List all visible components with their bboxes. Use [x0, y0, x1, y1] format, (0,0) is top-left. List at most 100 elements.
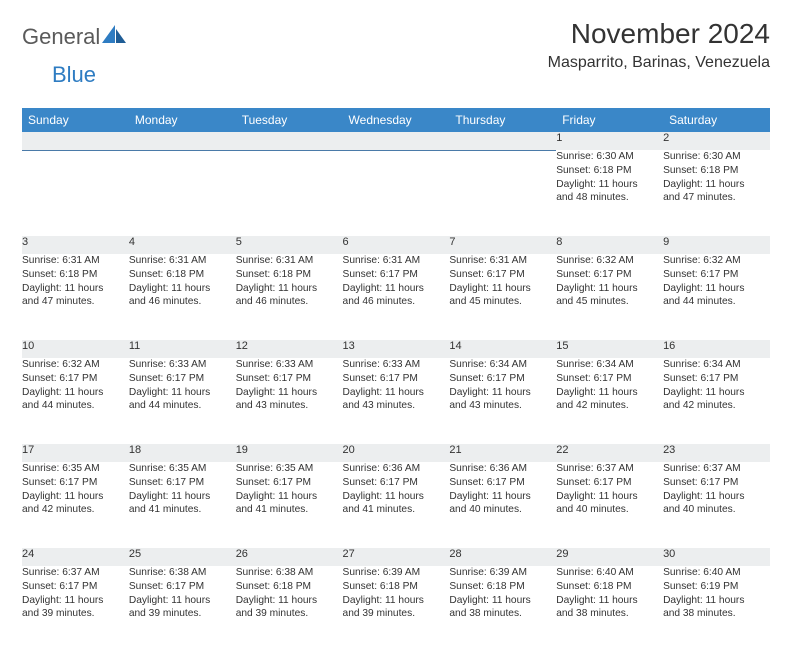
sunrise-text: Sunrise: 6:31 AM: [129, 254, 236, 268]
day-content-cell: Sunrise: 6:37 AMSunset: 6:17 PMDaylight:…: [556, 462, 663, 548]
day-number-cell: 6: [343, 236, 450, 254]
sunrise-text: Sunrise: 6:33 AM: [343, 358, 450, 372]
day-content-cell: Sunrise: 6:38 AMSunset: 6:17 PMDaylight:…: [129, 566, 236, 652]
daylight-text: and 46 minutes.: [236, 295, 343, 309]
sunset-text: Sunset: 6:17 PM: [556, 268, 663, 282]
sunset-text: Sunset: 6:18 PM: [663, 164, 770, 178]
daylight-text: and 44 minutes.: [22, 399, 129, 413]
daylight-text: Daylight: 11 hours: [556, 594, 663, 608]
sunrise-text: Sunrise: 6:31 AM: [343, 254, 450, 268]
daylight-text: and 39 minutes.: [343, 607, 450, 621]
day-number-cell: 11: [129, 340, 236, 358]
daylight-text: and 38 minutes.: [449, 607, 556, 621]
daylight-text: Daylight: 11 hours: [449, 594, 556, 608]
daylight-text: Daylight: 11 hours: [343, 282, 450, 296]
day-number-cell: 9: [663, 236, 770, 254]
daylight-text: Daylight: 11 hours: [129, 594, 236, 608]
day-number-cell: 25: [129, 548, 236, 566]
sunrise-text: Sunrise: 6:39 AM: [449, 566, 556, 580]
sunset-text: Sunset: 6:18 PM: [449, 580, 556, 594]
daylight-text: and 39 minutes.: [129, 607, 236, 621]
daylight-text: and 44 minutes.: [129, 399, 236, 413]
daylight-text: and 47 minutes.: [22, 295, 129, 309]
daylight-text: Daylight: 11 hours: [663, 386, 770, 400]
daylight-text: and 45 minutes.: [556, 295, 663, 309]
day-content-cell: Sunrise: 6:33 AMSunset: 6:17 PMDaylight:…: [343, 358, 450, 444]
day-content-row: Sunrise: 6:35 AMSunset: 6:17 PMDaylight:…: [22, 462, 770, 548]
sunrise-text: Sunrise: 6:40 AM: [663, 566, 770, 580]
day-number-cell: 14: [449, 340, 556, 358]
day-number-row: 24252627282930: [22, 548, 770, 566]
daylight-text: Daylight: 11 hours: [236, 490, 343, 504]
day-number-cell: 3: [22, 236, 129, 254]
day-number-cell: 4: [129, 236, 236, 254]
day-number-cell: 2: [663, 132, 770, 150]
day-content-cell: Sunrise: 6:31 AMSunset: 6:17 PMDaylight:…: [449, 254, 556, 340]
day-content-cell: Sunrise: 6:31 AMSunset: 6:18 PMDaylight:…: [129, 254, 236, 340]
day-header: Wednesday: [343, 108, 450, 132]
day-number-cell: [236, 132, 343, 150]
daylight-text: and 41 minutes.: [236, 503, 343, 517]
sunrise-text: Sunrise: 6:40 AM: [556, 566, 663, 580]
sunset-text: Sunset: 6:17 PM: [663, 372, 770, 386]
daylight-text: Daylight: 11 hours: [556, 282, 663, 296]
day-content-cell: Sunrise: 6:39 AMSunset: 6:18 PMDaylight:…: [343, 566, 450, 652]
daylight-text: and 40 minutes.: [663, 503, 770, 517]
sunset-text: Sunset: 6:17 PM: [343, 268, 450, 282]
sunset-text: Sunset: 6:17 PM: [236, 476, 343, 490]
sunrise-text: Sunrise: 6:33 AM: [236, 358, 343, 372]
sunset-text: Sunset: 6:17 PM: [663, 476, 770, 490]
sunset-text: Sunset: 6:17 PM: [556, 372, 663, 386]
daylight-text: Daylight: 11 hours: [663, 178, 770, 192]
sunset-text: Sunset: 6:17 PM: [22, 580, 129, 594]
day-number-cell: 17: [22, 444, 129, 462]
day-content-row: Sunrise: 6:32 AMSunset: 6:17 PMDaylight:…: [22, 358, 770, 444]
daylight-text: Daylight: 11 hours: [663, 490, 770, 504]
title-block: November 2024 Masparrito, Barinas, Venez…: [548, 18, 770, 72]
daylight-text: and 46 minutes.: [129, 295, 236, 309]
daylight-text: Daylight: 11 hours: [449, 386, 556, 400]
daylight-text: and 38 minutes.: [556, 607, 663, 621]
daylight-text: Daylight: 11 hours: [556, 178, 663, 192]
day-content-cell: Sunrise: 6:31 AMSunset: 6:18 PMDaylight:…: [22, 254, 129, 340]
day-number-cell: 30: [663, 548, 770, 566]
sunrise-text: Sunrise: 6:36 AM: [449, 462, 556, 476]
sunrise-text: Sunrise: 6:31 AM: [22, 254, 129, 268]
daylight-text: Daylight: 11 hours: [129, 386, 236, 400]
day-number-cell: 12: [236, 340, 343, 358]
sunset-text: Sunset: 6:17 PM: [129, 476, 236, 490]
day-content-cell: Sunrise: 6:32 AMSunset: 6:17 PMDaylight:…: [22, 358, 129, 444]
day-content-cell: Sunrise: 6:31 AMSunset: 6:18 PMDaylight:…: [236, 254, 343, 340]
daylight-text: and 39 minutes.: [236, 607, 343, 621]
sunrise-text: Sunrise: 6:31 AM: [449, 254, 556, 268]
daylight-text: and 39 minutes.: [22, 607, 129, 621]
day-content-cell: Sunrise: 6:40 AMSunset: 6:19 PMDaylight:…: [663, 566, 770, 652]
daylight-text: and 41 minutes.: [343, 503, 450, 517]
sunrise-text: Sunrise: 6:35 AM: [129, 462, 236, 476]
sunset-text: Sunset: 6:17 PM: [343, 372, 450, 386]
daylight-text: and 41 minutes.: [129, 503, 236, 517]
day-content-cell: Sunrise: 6:34 AMSunset: 6:17 PMDaylight:…: [663, 358, 770, 444]
sunset-text: Sunset: 6:17 PM: [22, 476, 129, 490]
daylight-text: Daylight: 11 hours: [343, 386, 450, 400]
daylight-text: Daylight: 11 hours: [129, 282, 236, 296]
sunrise-text: Sunrise: 6:30 AM: [556, 150, 663, 164]
page-header: General November 2024 Masparrito, Barina…: [22, 18, 770, 72]
daylight-text: and 42 minutes.: [663, 399, 770, 413]
sunset-text: Sunset: 6:18 PM: [22, 268, 129, 282]
day-number-cell: 18: [129, 444, 236, 462]
month-title: November 2024: [548, 18, 770, 50]
sunset-text: Sunset: 6:18 PM: [236, 268, 343, 282]
sunrise-text: Sunrise: 6:36 AM: [343, 462, 450, 476]
day-content-cell: Sunrise: 6:30 AMSunset: 6:18 PMDaylight:…: [556, 150, 663, 236]
day-content-cell: Sunrise: 6:35 AMSunset: 6:17 PMDaylight:…: [129, 462, 236, 548]
day-number-cell: 1: [556, 132, 663, 150]
day-number-cell: 10: [22, 340, 129, 358]
day-content-cell: Sunrise: 6:33 AMSunset: 6:17 PMDaylight:…: [236, 358, 343, 444]
day-content-cell: Sunrise: 6:36 AMSunset: 6:17 PMDaylight:…: [343, 462, 450, 548]
day-number-cell: 29: [556, 548, 663, 566]
day-content-cell: [236, 150, 343, 236]
daylight-text: and 44 minutes.: [663, 295, 770, 309]
sunset-text: Sunset: 6:18 PM: [556, 164, 663, 178]
day-number-cell: 21: [449, 444, 556, 462]
